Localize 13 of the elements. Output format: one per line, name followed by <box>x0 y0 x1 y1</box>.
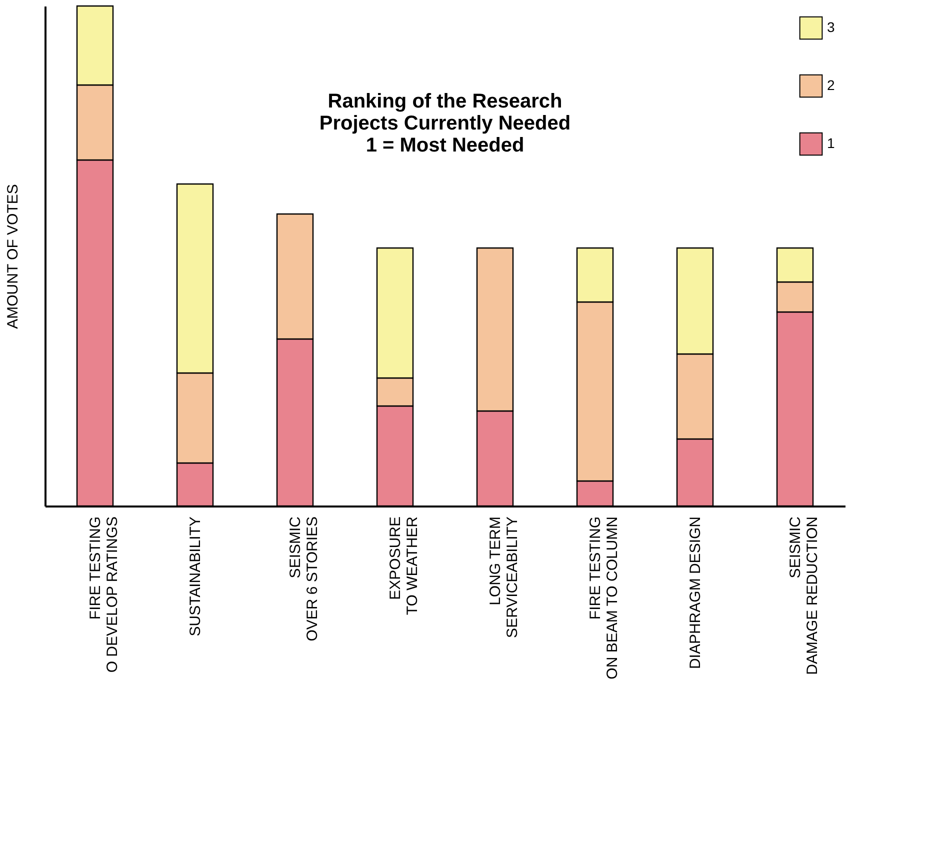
x-tick-label: DIAPHRAGM DESIGN <box>687 516 704 670</box>
x-tick-label: SEISMIC OVER 6 STORIES <box>287 516 321 642</box>
text: Ranking of the Research Projects Currently Needed 1 = Most Needed <box>319 90 571 156</box>
x-tick-label: FIRE TESTING O DEVELOP RATINGS <box>87 516 121 673</box>
x-tick-label: FIRE TESTING ON BEAM TO COLUMN <box>587 516 621 680</box>
x-tick-label: SEISMIC DAMAGE REDUCTION <box>787 516 821 675</box>
legend-label: 2 <box>827 77 835 93</box>
y-axis-title: AMOUNT OF VOTES <box>4 184 22 329</box>
legend-label: 3 <box>827 19 835 35</box>
x-tick-label: LONG TERM SERVICEABILITY <box>487 516 521 638</box>
legend-label: 1 <box>827 135 835 151</box>
x-tick-label: EXPOSURE TO WEATHER <box>387 516 421 616</box>
x-tick-label: SUSTAINABILITY <box>187 516 204 636</box>
